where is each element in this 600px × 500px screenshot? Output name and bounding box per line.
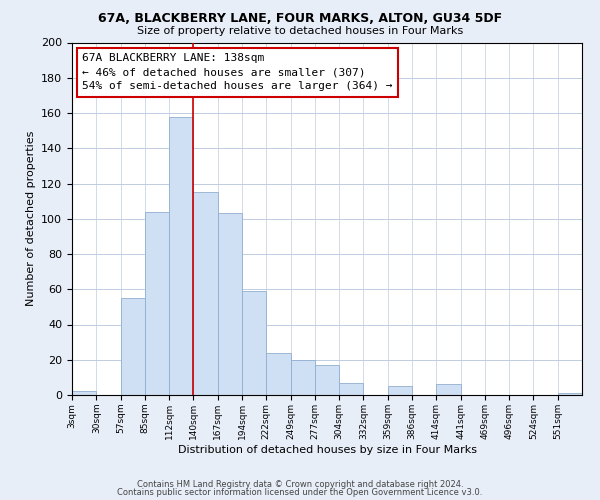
- Text: 67A, BLACKBERRY LANE, FOUR MARKS, ALTON, GU34 5DF: 67A, BLACKBERRY LANE, FOUR MARKS, ALTON,…: [98, 12, 502, 26]
- Bar: [72, 392, 96, 395]
- Bar: [145, 212, 169, 395]
- Bar: [436, 384, 461, 395]
- Bar: [388, 386, 412, 395]
- Text: Size of property relative to detached houses in Four Marks: Size of property relative to detached ho…: [137, 26, 463, 36]
- Text: Contains HM Land Registry data © Crown copyright and database right 2024.: Contains HM Land Registry data © Crown c…: [137, 480, 463, 489]
- Bar: [121, 298, 145, 395]
- Bar: [266, 352, 290, 395]
- Text: Contains public sector information licensed under the Open Government Licence v3: Contains public sector information licen…: [118, 488, 482, 497]
- Text: 67A BLACKBERRY LANE: 138sqm
← 46% of detached houses are smaller (307)
54% of se: 67A BLACKBERRY LANE: 138sqm ← 46% of det…: [82, 53, 392, 91]
- Bar: [558, 393, 582, 395]
- Bar: [315, 365, 339, 395]
- Bar: [290, 360, 315, 395]
- Bar: [218, 214, 242, 395]
- Bar: [169, 116, 193, 395]
- Bar: [193, 192, 218, 395]
- Y-axis label: Number of detached properties: Number of detached properties: [26, 131, 35, 306]
- Bar: [339, 382, 364, 395]
- X-axis label: Distribution of detached houses by size in Four Marks: Distribution of detached houses by size …: [178, 444, 476, 454]
- Bar: [242, 291, 266, 395]
